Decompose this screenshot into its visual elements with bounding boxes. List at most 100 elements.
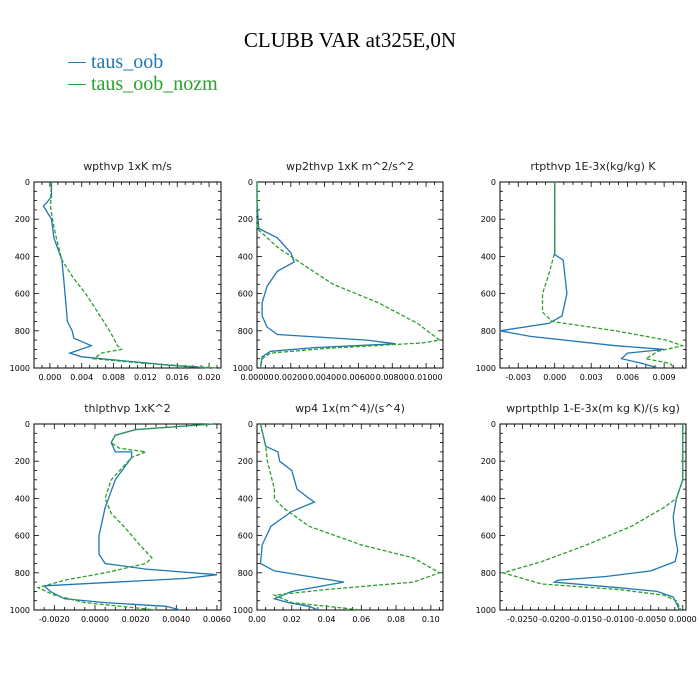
y-tick-label: 600 <box>481 532 496 541</box>
series-line-taus-oob <box>42 182 210 369</box>
x-tick-label: -0.0200 <box>539 615 570 624</box>
legend-line-icon <box>68 83 86 85</box>
y-tick-label: 1000 <box>476 364 496 373</box>
series-line-taus-oob-nozm <box>36 423 213 611</box>
y-tick-label: 400 <box>238 494 253 503</box>
x-tick-label: 0.009 <box>653 373 676 382</box>
y-tick-label: 200 <box>15 457 30 466</box>
panel-title: thlpthvp 1xK^2 <box>84 402 171 415</box>
panel-title: wp2thvp 1xK m^2/s^2 <box>286 160 414 173</box>
plot-frame <box>499 181 687 369</box>
y-tick-label: 400 <box>15 252 30 261</box>
x-tick-label: 0.0000 <box>669 615 697 624</box>
y-tick-label: 1000 <box>10 606 30 615</box>
legend-label: taus_oob_nozm <box>91 72 218 95</box>
series-line-taus-oob-nozm <box>256 182 442 369</box>
plot-frame <box>256 181 444 369</box>
x-tick-label: -0.003 <box>505 373 531 382</box>
y-tick-label: 800 <box>15 327 30 336</box>
x-tick-label: 0.000 <box>543 373 566 382</box>
x-tick-label: 0.006 <box>616 373 639 382</box>
series-line-taus-oob-nozm <box>259 423 442 611</box>
x-tick-label: -0.0020 <box>39 615 70 624</box>
x-tick-label: 0.00800 <box>376 373 409 382</box>
y-tick-label: 600 <box>481 290 496 299</box>
x-tick-label: 0.016 <box>166 373 189 382</box>
x-tick-label: 0.10 <box>422 615 440 624</box>
series-line-taus-oob <box>42 423 217 611</box>
series-line-taus-oob <box>499 182 665 369</box>
x-tick-label: 0.00600 <box>342 373 375 382</box>
y-tick-label: 200 <box>481 457 496 466</box>
y-tick-label: 800 <box>238 569 253 578</box>
y-tick-label: 600 <box>238 532 253 541</box>
x-tick-label: 0.06 <box>352 615 370 624</box>
x-tick-label: 0.04 <box>318 615 336 624</box>
y-tick-label: 400 <box>238 252 253 261</box>
y-tick-label: 600 <box>15 532 30 541</box>
x-tick-label: -0.0250 <box>507 615 538 624</box>
y-tick-label: 1000 <box>233 606 253 615</box>
x-tick-label: -0.0050 <box>635 615 666 624</box>
y-tick-label: 0 <box>25 178 30 187</box>
y-tick-label: 600 <box>15 290 30 299</box>
x-tick-label: 0.00 <box>248 615 266 624</box>
x-tick-label: 0.08 <box>387 615 405 624</box>
legend-entry-taus-oob-nozm: taus_oob_nozm <box>68 73 218 95</box>
y-tick-label: 0 <box>491 420 496 429</box>
y-tick-label: 1000 <box>10 364 30 373</box>
panel-title: rtpthvp 1E-3x(kg/kg) K <box>530 160 656 173</box>
x-tick-label: 0.012 <box>134 373 157 382</box>
x-tick-label: 0.00000 <box>240 373 273 382</box>
panel-title: wpthvp 1xK m/s <box>83 160 172 173</box>
legend-line-icon <box>68 61 86 63</box>
series-line-taus-oob-nozm <box>541 182 685 369</box>
y-tick-label: 0 <box>491 178 496 187</box>
x-tick-label: 0.003 <box>580 373 603 382</box>
x-tick-label: 0.008 <box>102 373 125 382</box>
y-tick-label: 400 <box>481 252 496 261</box>
x-tick-label: 0.01000 <box>410 373 443 382</box>
series-line-taus-oob-nozm <box>500 424 684 611</box>
x-tick-label: 0.0060 <box>203 615 231 624</box>
y-tick-label: 800 <box>238 327 253 336</box>
x-tick-label: 0.02 <box>283 615 301 624</box>
series-line-taus-oob-nozm <box>50 181 218 369</box>
plot-frame <box>499 423 687 611</box>
x-tick-label: 0.00400 <box>308 373 341 382</box>
x-tick-label: 0.0000 <box>81 615 109 624</box>
legend-label: taus_oob <box>91 50 164 73</box>
y-tick-label: 200 <box>238 457 253 466</box>
x-tick-label: 0.0020 <box>122 615 150 624</box>
panel-title: wprtpthlp 1-E-3x(m kg K)/(s kg) <box>506 402 680 415</box>
y-tick-label: 200 <box>481 215 496 224</box>
y-tick-label: 400 <box>481 494 496 503</box>
x-tick-label: 0.020 <box>198 373 221 382</box>
series-line-taus-oob <box>259 423 345 611</box>
y-tick-label: 600 <box>238 290 253 299</box>
legend-entry-taus-oob: taus_oob <box>68 51 163 73</box>
y-tick-label: 800 <box>481 569 496 578</box>
x-tick-label: 0.000 <box>38 373 61 382</box>
x-tick-label: -0.0100 <box>603 615 634 624</box>
y-tick-label: 0 <box>248 420 253 429</box>
y-tick-label: 200 <box>15 215 30 224</box>
x-tick-label: 0.004 <box>70 373 93 382</box>
x-tick-label: 0.00200 <box>274 373 307 382</box>
y-tick-label: 0 <box>248 178 253 187</box>
y-tick-label: 400 <box>15 494 30 503</box>
y-tick-label: 800 <box>15 569 30 578</box>
y-tick-label: 1000 <box>476 606 496 615</box>
series-line-taus-oob <box>256 182 396 369</box>
figure-title: CLUBB VAR at325E,0N <box>243 28 457 52</box>
y-tick-label: 200 <box>238 215 253 224</box>
plot-frame <box>33 181 222 369</box>
x-tick-label: -0.0150 <box>571 615 602 624</box>
series-line-taus-oob <box>552 424 684 611</box>
y-tick-label: 1000 <box>233 364 253 373</box>
x-tick-label: 0.0040 <box>162 615 190 624</box>
y-tick-label: 800 <box>481 327 496 336</box>
y-tick-label: 0 <box>25 420 30 429</box>
panel-title: wp4 1x(m^4)/(s^4) <box>295 402 405 415</box>
